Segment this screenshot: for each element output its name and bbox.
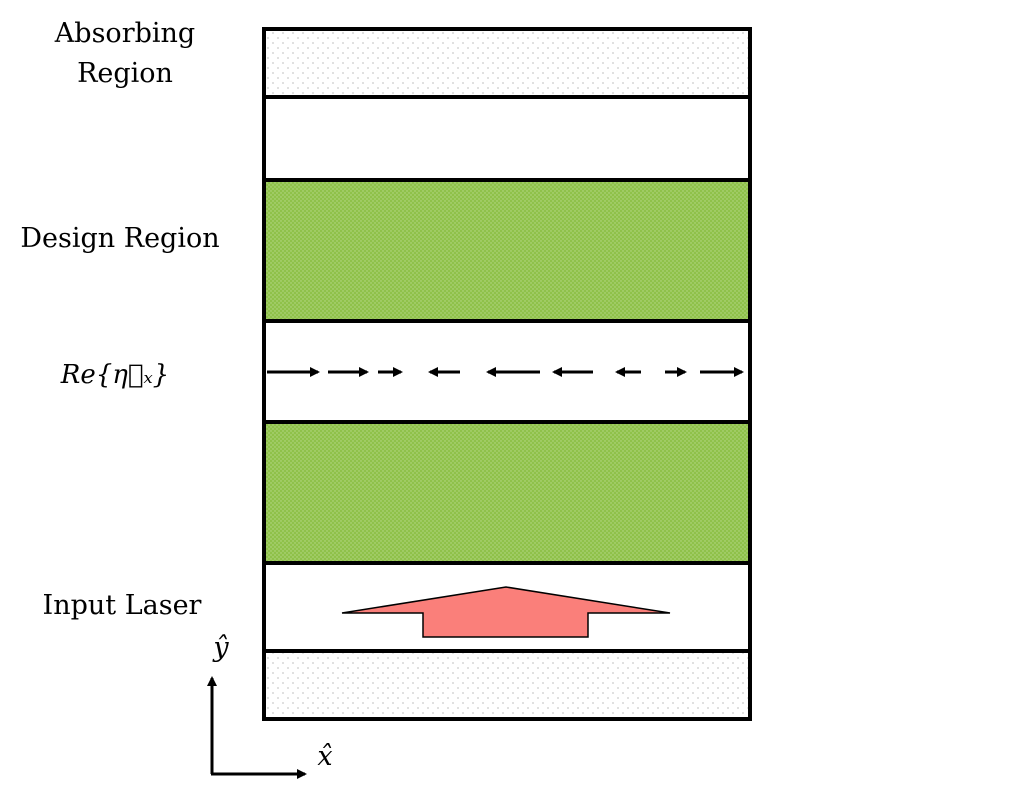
x-axis-label: x̂ — [317, 741, 333, 772]
design-region-label: Design Region — [20, 223, 220, 254]
absorbing-label-line1: Absorbing — [54, 18, 196, 49]
absorbing-region-top — [262, 27, 752, 99]
input-laser-label: Input Laser — [42, 590, 202, 621]
input-laser-arrow — [341, 586, 671, 638]
coordinate-axes — [207, 676, 307, 779]
y-axis-label: ŷ — [213, 632, 229, 663]
absorbing-region-label: Absorbing Region — [44, 14, 206, 94]
absorbing-region-bottom — [262, 649, 752, 721]
design-region-top — [262, 178, 752, 323]
re-eta-label: Re{η⃗ₓ} — [60, 360, 170, 390]
absorbing-label-line2: Region — [77, 58, 173, 89]
empty-layer — [262, 95, 752, 182]
design-region-bottom — [262, 420, 752, 565]
